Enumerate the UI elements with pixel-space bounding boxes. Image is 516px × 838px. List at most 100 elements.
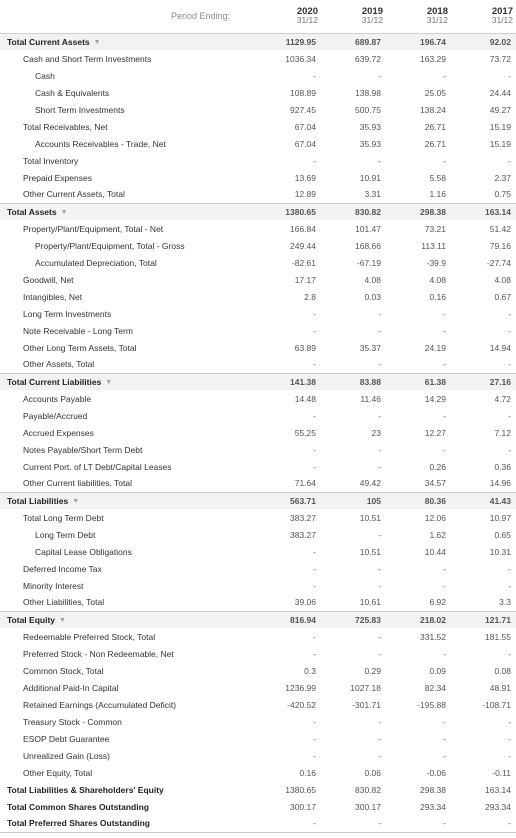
column-header-2019[interactable]: 2019 31/12 <box>321 0 386 34</box>
row-label: Redeemable Preferred Stock, Total <box>23 631 156 642</box>
value-cell: - <box>313 308 316 319</box>
row-label-cell: Intangibles, Net <box>0 288 256 305</box>
value-cell: 1036.34 <box>285 53 316 64</box>
row-label: Long Term Investments <box>23 308 112 319</box>
row-label-cell: Goodwill, Net <box>0 271 256 288</box>
value-cell: - <box>313 733 316 744</box>
table-row: Notes Payable/Short Term Debt - - - - <box>0 441 516 458</box>
value-cell: 6.92 <box>429 597 446 608</box>
value-cell: - <box>386 815 451 833</box>
value-cell: 67.04 <box>294 138 316 149</box>
value-cell: - <box>313 410 316 421</box>
value-cell: - <box>378 563 381 574</box>
value-cell: - <box>313 563 316 574</box>
value-cell: 1236.99 <box>285 682 316 693</box>
value-cell: 71.64 <box>294 478 316 489</box>
value-cell: 563.71 <box>256 491 321 509</box>
table-row: Long Term Debt 383.27 - 1.62 0.65 <box>0 526 516 543</box>
row-label-cell: Other Equity, Total <box>0 764 256 781</box>
column-header-2017[interactable]: 2017 31/12 <box>451 0 516 34</box>
value-cell: - <box>321 815 386 833</box>
value-cell: 0.29 <box>364 665 381 676</box>
column-year: 2018 <box>426 6 448 18</box>
row-label: Property/Plant/Equipment, Total - Net <box>23 223 164 234</box>
value-cell: - <box>313 155 316 166</box>
value-cell: 73.21 <box>424 223 446 234</box>
value-cell: -39.9 <box>426 257 446 268</box>
value-cell: 51.42 <box>489 223 511 234</box>
section-row[interactable]: Total Liabilities ▼ 563.71 105 80.36 41.43 <box>0 491 516 509</box>
chevron-down-icon[interactable]: ▼ <box>105 378 113 386</box>
row-label: Intangibles, Net <box>23 291 83 302</box>
row-label-cell: Common Stock, Total <box>0 662 256 679</box>
column-header-2020[interactable]: 2020 31/12 <box>256 0 321 34</box>
value-cell: 67.04 <box>294 121 316 132</box>
value-cell: - <box>443 750 446 761</box>
row-label: Total Liabilities & Shareholders' Equity <box>7 784 164 795</box>
value-cell: - <box>508 733 511 744</box>
row-label: Retained Earnings (Accumulated Deficit) <box>23 699 177 710</box>
value-cell: 196.74 <box>386 32 451 50</box>
value-cell: - <box>508 444 511 455</box>
value-cell: 10.51 <box>359 512 381 523</box>
row-label-cell: Total Receivables, Net <box>0 118 256 135</box>
value-cell: -108.71 <box>482 699 511 710</box>
value-cell: 3.31 <box>364 189 381 200</box>
table-row: Cash & Equivalents 108.89 138.98 25.05 24.44 <box>0 84 516 101</box>
chevron-down-icon[interactable]: ▼ <box>72 497 80 505</box>
total-row: Total Preferred Shares Outstanding - - - - <box>0 815 516 833</box>
column-header-2018[interactable]: 2018 31/12 <box>386 0 451 34</box>
value-cell: 138.24 <box>420 104 446 115</box>
value-cell: 331.52 <box>420 631 446 642</box>
value-cell: 0.26 <box>429 461 446 472</box>
section-row[interactable]: Total Equity ▼ 816.94 725.83 218.02 121.71 <box>0 610 516 628</box>
value-cell: 168.66 <box>355 240 381 251</box>
value-cell: 35.93 <box>359 121 381 132</box>
value-cell: 4.08 <box>364 274 381 285</box>
value-cell: 24.19 <box>424 342 446 353</box>
row-label-cell: Notes Payable/Short Term Debt <box>0 441 256 458</box>
row-label-cell: Other Current liabilities, Total <box>0 475 256 492</box>
row-label: Cash and Short Term Investments <box>23 53 152 64</box>
value-cell: - <box>378 750 381 761</box>
table-row: Total Long Term Debt 383.27 10.51 12.06 10.9… <box>0 509 516 526</box>
value-cell: 293.34 <box>420 801 446 812</box>
value-cell: 10.61 <box>359 597 381 608</box>
value-cell: 48.91 <box>489 682 511 693</box>
row-label-cell: Retained Earnings (Accumulated Deficit) <box>0 696 256 713</box>
value-cell: 4.72 <box>494 393 511 404</box>
table-row: Accumulated Depreciation, Total -82.61 -67… <box>0 254 516 271</box>
chevron-down-icon[interactable]: ▼ <box>59 616 66 624</box>
chevron-down-icon[interactable]: ▼ <box>60 208 68 216</box>
value-cell: 0.67 <box>494 291 511 302</box>
value-cell: 500.75 <box>355 104 381 115</box>
chevron-down-icon[interactable]: ▼ <box>93 38 101 46</box>
value-cell: 300.17 <box>290 801 316 812</box>
section-row[interactable]: Total Current Assets ▼ 1129.95 689.87 196.74… <box>0 32 516 50</box>
value-cell: - <box>508 410 511 421</box>
row-label-cell: Total Inventory <box>0 152 256 169</box>
table-row: Other Current Assets, Total 12.89 3.31 1.16… <box>0 186 516 203</box>
value-cell: 105 <box>321 491 386 509</box>
value-cell: 298.38 <box>420 784 446 795</box>
row-label-cell: Total Liabilities & Shareholders' Equity <box>0 781 256 798</box>
value-cell: 2.37 <box>494 172 511 183</box>
table-row: Preferred Stock - Non Redeemable, Net - - -… <box>0 645 516 662</box>
table-row: Additional Paid-In Capital 1236.99 1027.18… <box>0 679 516 696</box>
value-cell: - <box>443 733 446 744</box>
section-row[interactable]: Total Current Liabilities ▼ 141.38 83.88 61.… <box>0 372 516 390</box>
value-cell: 49.42 <box>359 478 381 489</box>
value-cell: - <box>378 716 381 727</box>
value-cell: 63.89 <box>294 342 316 353</box>
value-cell: 82.34 <box>424 682 446 693</box>
value-cell: - <box>378 155 381 166</box>
row-label: ESOP Debt Guarantee <box>23 733 110 744</box>
value-cell: 7.12 <box>494 427 511 438</box>
value-cell: - <box>443 155 446 166</box>
section-row[interactable]: Total Assets ▼ 1380.65 830.82 298.38 163.14 <box>0 202 516 220</box>
table-row: Common Stock, Total 0.3 0.29 0.09 0.08 <box>0 662 516 679</box>
row-label: Other Long Term Assets, Total <box>23 342 137 353</box>
row-label: Additional Paid-In Capital <box>23 682 119 693</box>
row-label: Accumulated Depreciation, Total <box>35 257 157 268</box>
